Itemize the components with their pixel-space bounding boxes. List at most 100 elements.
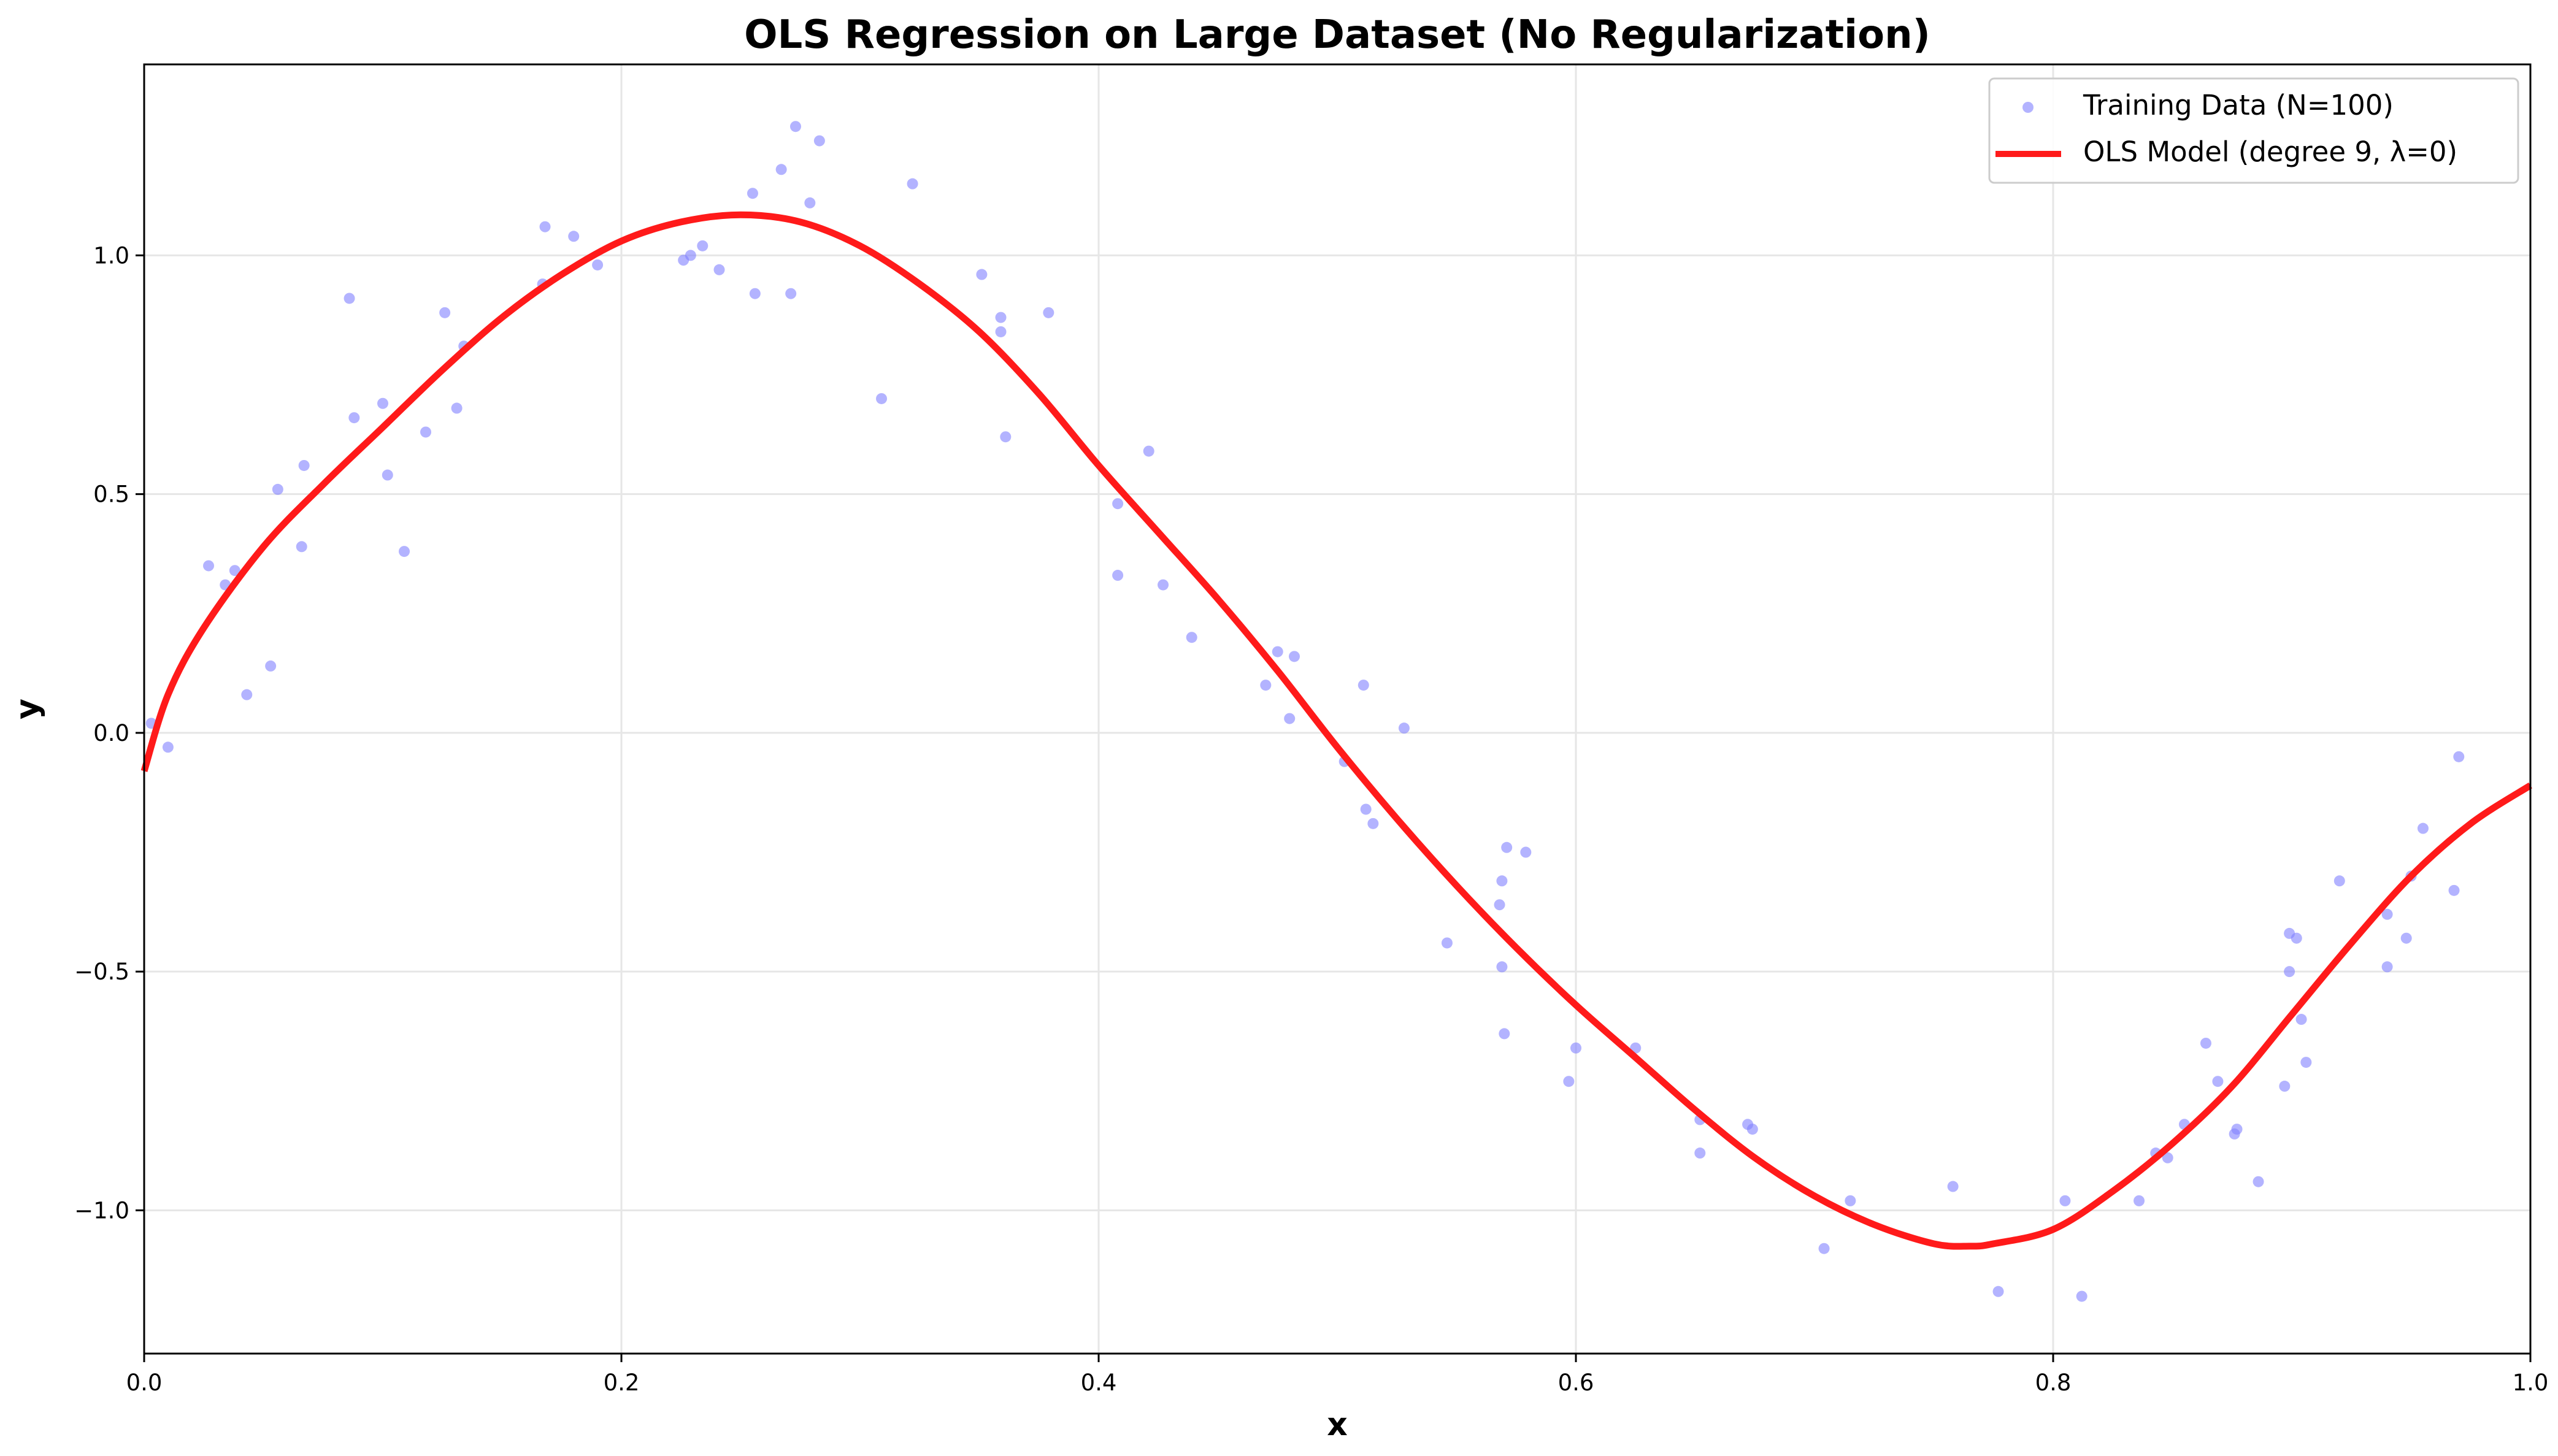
x-tick-label: 0.4 [1081,1370,1117,1396]
data-point [2279,1081,2291,1092]
data-point [399,546,410,557]
data-point [804,197,816,209]
data-point [344,293,355,304]
data-point [162,741,174,753]
data-point [2333,875,2345,887]
data-point [1496,961,1508,973]
data-point [2291,932,2302,944]
data-point [1398,722,1410,734]
data-point [1570,1042,1581,1054]
data-point [2381,961,2393,973]
data-point [1288,651,1300,662]
data-point [1496,875,1508,887]
data-point [2134,1195,2145,1206]
data-point [1520,846,1532,858]
data-point [697,240,709,251]
ols-model-curve [140,211,2532,1250]
data-point [420,426,432,438]
x-axis-label: x [1327,1406,1348,1443]
data-point [749,288,761,299]
y-tick-label: −0.5 [74,959,129,985]
data-point [2295,1014,2307,1025]
data-point [2400,932,2412,944]
data-point [2200,1037,2211,1049]
y-tick-label: −1.0 [74,1197,129,1224]
data-point [229,565,240,577]
legend-marker-training-data [2022,102,2034,113]
data-point [775,164,787,175]
data-point [1143,445,1154,457]
data-point [2059,1195,2071,1206]
data-point [813,135,825,147]
data-point [995,326,1007,337]
legend-label-training-data: Training Data (N=100) [2083,89,2394,121]
data-point [2231,1124,2243,1135]
data-point [907,178,918,190]
data-point [298,459,310,471]
x-tick-label: 0.0 [126,1370,163,1396]
data-point [1358,680,1369,691]
data-point [976,269,988,280]
y-tick-label: 1.0 [93,242,129,269]
data-point [1000,431,1012,443]
data-point [1818,1243,1830,1254]
line-series [140,211,2532,1250]
data-point [2253,1176,2264,1187]
data-point [439,307,451,318]
y-tick-label: 0.5 [93,481,129,508]
data-point [1694,1148,1706,1159]
data-point [1284,713,1296,724]
data-point [1112,570,1124,581]
data-point [785,288,797,299]
data-point [1360,803,1372,815]
legend: Training Data (N=100) OLS Model (degree … [1988,77,2519,184]
data-point [1112,498,1124,510]
data-point [2162,1152,2173,1163]
data-point [2381,908,2393,920]
data-point [1499,1028,1510,1040]
x-tick-label: 1.0 [2513,1370,2549,1396]
data-point [1494,899,1505,911]
y-tick-label: 0.0 [93,720,129,746]
data-point [377,397,388,409]
axis-ticks: 0.0 0.2 0.4 0.6 0.8 1.0 −1.0 −0.5 0.0 0.5 1.0 [74,242,2548,1396]
data-point [1746,1124,1758,1135]
data-point [1272,646,1283,657]
data-point [241,689,253,700]
chart-title: OLS Regression on Large Dataset (No Regu… [744,12,1930,58]
data-point [382,469,393,481]
plot-frame [143,63,2532,1355]
data-point [1043,307,1054,318]
data-point [1441,937,1453,949]
legend-box [1988,77,2519,184]
data-point [2076,1290,2087,1302]
data-point [348,412,360,424]
data-point [2300,1057,2312,1068]
data-point [747,188,758,199]
data-point [568,231,580,242]
x-tick-label: 0.2 [604,1370,640,1396]
data-point [789,121,801,132]
data-point [2284,966,2295,978]
data-point [713,264,725,275]
data-point [1158,579,1169,591]
data-point [1947,1181,1959,1192]
data-point [876,393,888,404]
y-axis-label: y [9,699,46,719]
x-tick-label: 0.8 [2035,1370,2072,1396]
data-point [1992,1285,2004,1297]
data-point [2417,822,2429,834]
data-point [1563,1076,1575,1087]
data-point [1260,680,1272,691]
data-point [2453,751,2465,762]
data-point [2212,1076,2224,1087]
x-tick-label: 0.6 [1558,1370,1594,1396]
data-point [265,660,277,672]
data-point [995,312,1007,323]
data-point [539,221,551,232]
data-point [272,483,283,495]
legend-label-ols-model: OLS Model (degree 9, λ=0) [2083,136,2457,168]
data-point [592,259,604,270]
